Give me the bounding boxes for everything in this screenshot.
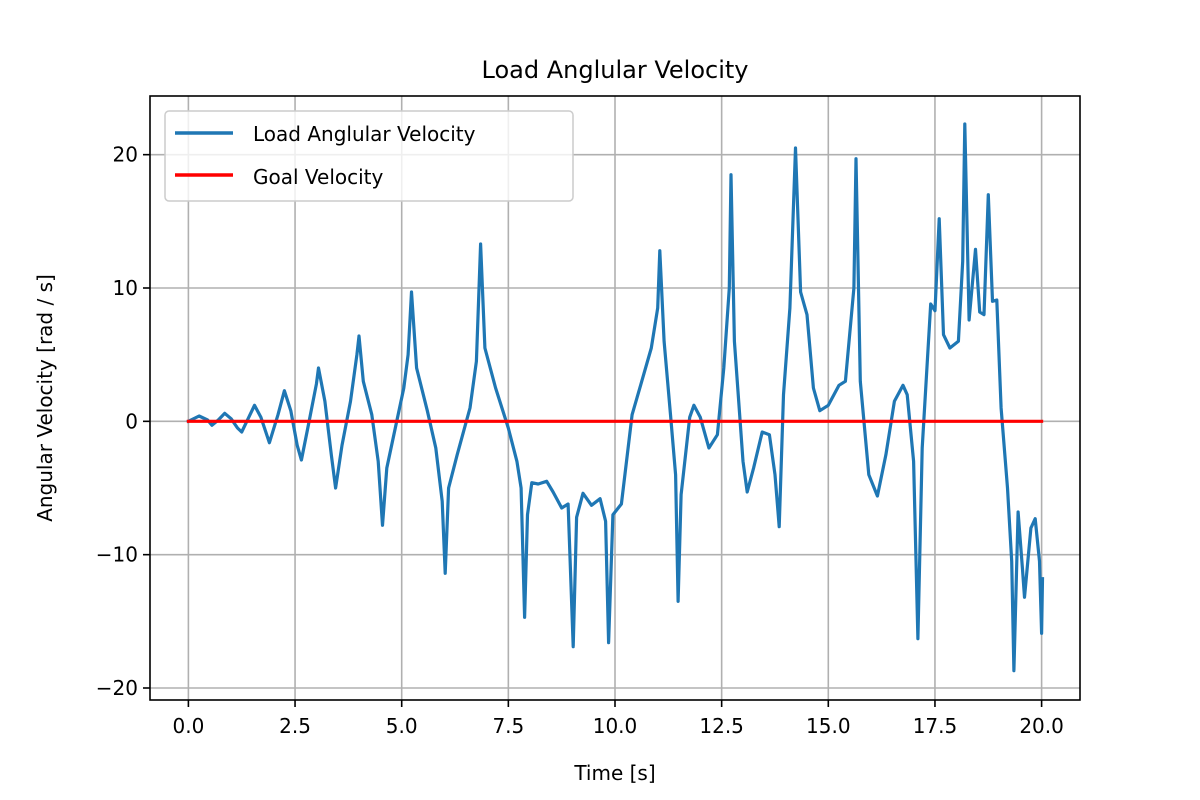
legend-label-goal-velocity: Goal Velocity (253, 165, 384, 189)
x-tick-label: 10.0 (593, 714, 638, 738)
x-tick-label: 5.0 (386, 714, 418, 738)
x-tick-label: 12.5 (699, 714, 744, 738)
x-tick-label: 15.0 (806, 714, 851, 738)
legend: Load Anglular Velocity Goal Velocity (164, 110, 574, 202)
x-tick-label: 7.5 (492, 714, 524, 738)
x-tick-label: 2.5 (279, 714, 311, 738)
load-velocity-line (186, 122, 1045, 673)
x-tick-label: 17.5 (913, 714, 958, 738)
y-tick-label: −20 (96, 676, 138, 700)
y-tick-label: 20 (113, 143, 138, 167)
x-tick-label: 0.0 (172, 714, 204, 738)
x-axis-label: Time [s] (573, 761, 655, 785)
chart-title: Load Anglular Velocity (482, 56, 749, 84)
y-axis-label: Angular Velocity [rad / s] (33, 274, 57, 522)
x-tick-label: 20.0 (1019, 714, 1064, 738)
axis-ticks: 0.0 2.5 5.0 7.5 10.0 12.5 15.0 17.5 20.0 −20 −10 0 1… (96, 143, 1064, 738)
legend-box (164, 110, 574, 202)
legend-label-load-velocity: Load Anglular Velocity (253, 122, 476, 146)
y-tick-label: 10 (113, 276, 138, 300)
y-tick-label: 0 (125, 409, 138, 433)
y-tick-label: −10 (96, 543, 138, 567)
plot-series (186, 122, 1045, 673)
